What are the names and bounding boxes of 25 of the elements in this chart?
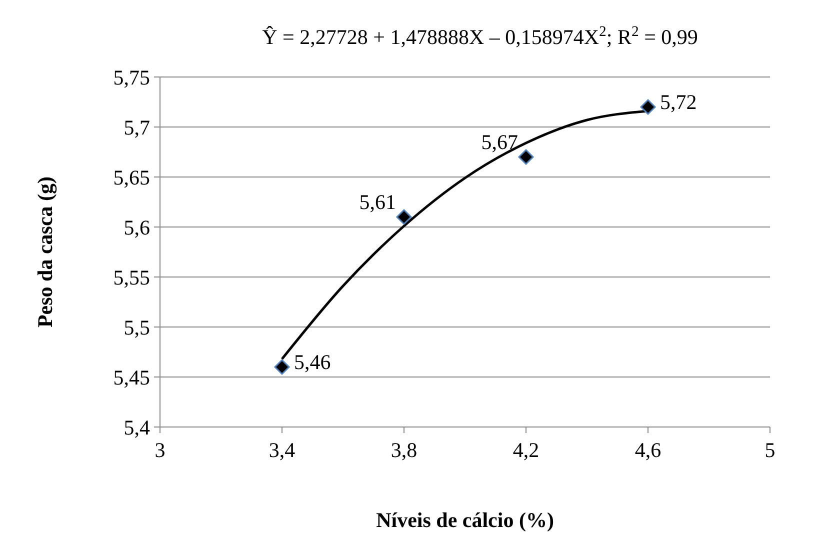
y-tick-label: 5,75 [113,65,150,90]
y-tick-label: 5,55 [113,265,150,290]
data-label: 5,46 [294,350,331,374]
data-label: 5,67 [481,130,518,154]
point [640,99,656,115]
x-tick-label: 3 [154,438,166,462]
y-tick-label: 5,5 [124,315,150,340]
x-tick-label: 3,4 [268,438,296,462]
y-axis-title: Peso da casca (g) [33,176,57,328]
x-axis-title: Níveis de cálcio (%) [376,508,554,532]
y-tick-label: 5,6 [124,215,150,240]
x-tick-label: 4,2 [512,438,540,462]
y-tick-label: 5,65 [113,165,150,190]
y-tick-label: 5,4 [124,415,150,440]
chart-title: Ŷ = 2,27728 + 1,478888X – 0,158974X$^{2}$; R$^{2}$ = 0,99 [262,24,698,49]
y-tick-label: 5,7 [124,115,150,140]
point [396,209,412,225]
x-tick-label: 4,6 [634,438,662,462]
y-tick-label: 5,45 [113,365,150,390]
x-tick-label: 3,8 [390,438,418,462]
data-label: 5,72 [660,90,697,114]
x-tick-label: 5 [764,438,776,462]
point [274,359,290,375]
data-label: 5,61 [359,190,396,214]
point [518,149,534,165]
